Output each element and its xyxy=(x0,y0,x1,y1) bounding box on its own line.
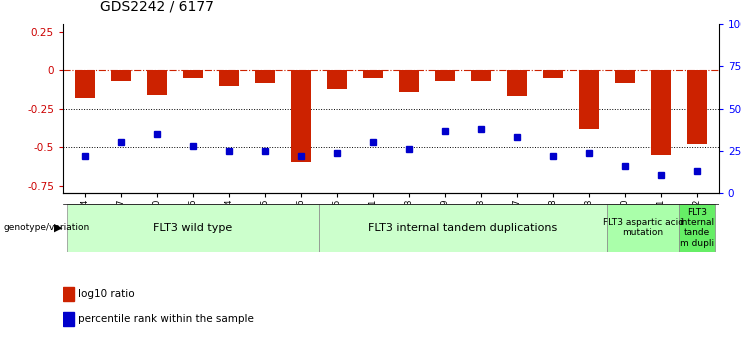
Bar xyxy=(147,70,167,95)
Text: FLT3
internal
tande
m dupli: FLT3 internal tande m dupli xyxy=(679,208,715,248)
Bar xyxy=(435,70,455,81)
Bar xyxy=(543,70,563,78)
Text: percentile rank within the sample: percentile rank within the sample xyxy=(78,314,253,324)
Bar xyxy=(651,70,671,155)
Bar xyxy=(579,70,599,129)
Bar xyxy=(219,70,239,86)
Bar xyxy=(63,287,74,301)
Bar xyxy=(471,70,491,81)
Bar xyxy=(363,70,383,78)
Bar xyxy=(679,204,715,252)
Bar xyxy=(399,70,419,92)
Bar xyxy=(63,312,74,326)
Bar xyxy=(75,70,95,98)
Text: FLT3 aspartic acid
mutation: FLT3 aspartic acid mutation xyxy=(602,218,684,237)
Text: log10 ratio: log10 ratio xyxy=(78,289,134,299)
Text: FLT3 wild type: FLT3 wild type xyxy=(153,223,233,233)
Text: GDS2242 / 6177: GDS2242 / 6177 xyxy=(100,0,214,14)
Bar xyxy=(507,70,527,96)
Bar xyxy=(607,204,679,252)
Bar xyxy=(255,70,275,82)
Bar xyxy=(291,70,310,162)
Text: ▶: ▶ xyxy=(54,223,62,233)
Bar xyxy=(319,204,607,252)
Text: FLT3 internal tandem duplications: FLT3 internal tandem duplications xyxy=(368,223,557,233)
Text: genotype/variation: genotype/variation xyxy=(4,223,90,232)
Bar xyxy=(687,70,707,144)
Bar xyxy=(183,70,202,78)
Bar xyxy=(327,70,347,89)
Bar xyxy=(615,70,635,82)
Bar xyxy=(110,70,130,81)
Bar xyxy=(67,204,319,252)
